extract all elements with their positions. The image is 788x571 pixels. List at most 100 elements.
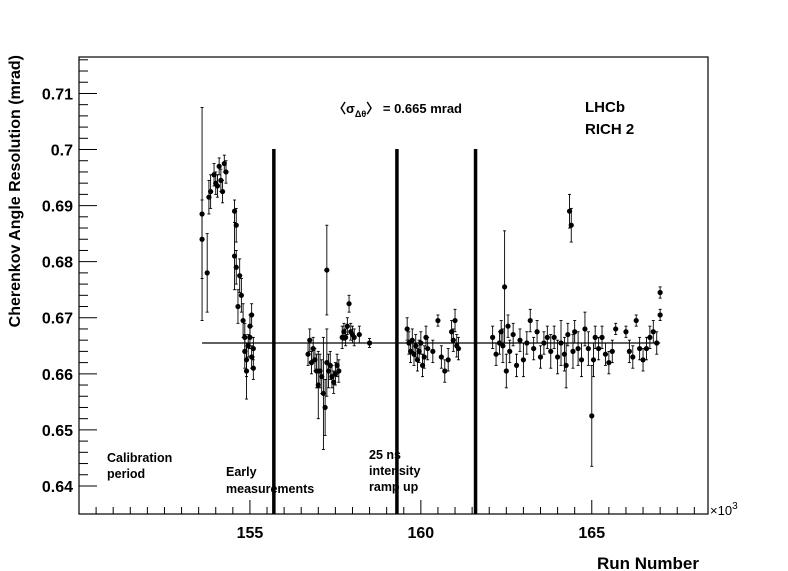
data-point (602, 351, 609, 357)
data-point (548, 348, 554, 354)
data-point (590, 357, 597, 363)
data-point (490, 334, 496, 340)
data-point (654, 340, 660, 346)
data-point (356, 331, 362, 338)
y-tick-label: 0.69 (42, 199, 73, 216)
data-point (650, 329, 656, 335)
y-tick-label: 0.66 (42, 367, 73, 384)
data-point (214, 183, 221, 189)
axes: 0.64 0.65 0.66 0.67 0.68 0.69 0.7 0.71 155 160 165 (42, 56, 709, 542)
y-tick-label: 0.68 (42, 255, 73, 272)
data-point (219, 188, 226, 195)
data-point (551, 334, 557, 340)
data-point (513, 362, 520, 369)
data-point (640, 357, 646, 363)
data-point (366, 340, 373, 346)
data-point (233, 222, 239, 228)
mean-subscript: Δθ (355, 109, 366, 119)
data-point (493, 351, 499, 357)
data-point (216, 163, 222, 169)
data-point (445, 357, 451, 363)
data-point (250, 365, 256, 371)
data-point (623, 329, 629, 335)
data-point (657, 312, 663, 318)
data-point (578, 357, 585, 363)
data-point (413, 343, 419, 349)
data-point (249, 312, 255, 318)
data-point (606, 360, 612, 366)
period1-label-line1: Calibration (107, 451, 172, 465)
period1-label-line2: period (107, 467, 145, 481)
mean-prefix: 〈σ (333, 101, 355, 116)
period3-label-line1: 25 ns (369, 448, 401, 462)
data-point (250, 345, 256, 352)
period3-label-line3: ramp up (369, 480, 419, 494)
data-point (435, 317, 441, 324)
data-point (520, 357, 527, 363)
data-point (570, 348, 576, 354)
y-axis-title: Cherenkov Angle Resolution (mrad) (7, 55, 24, 327)
data-point (346, 301, 352, 307)
mean-annotation: 〈σΔθ〉 = 0.665 mrad (333, 101, 462, 119)
data-point (235, 303, 241, 310)
data-point (568, 222, 574, 228)
period3-label-line2: intensity (369, 464, 420, 478)
data-point (537, 354, 544, 360)
data-point (589, 413, 595, 419)
data-point (208, 188, 214, 195)
experiment-label: LHCb (585, 99, 625, 116)
data-point (630, 354, 636, 360)
data-point (409, 337, 415, 343)
mean-suffix: 〉 = 0.665 mrad (366, 101, 462, 116)
data-point (425, 345, 431, 352)
data-point (582, 326, 588, 332)
data-point (657, 289, 663, 296)
data-point (455, 345, 462, 352)
data-point (565, 331, 571, 338)
data-point (609, 348, 615, 354)
x-multiplier-exponent: 3 (732, 501, 738, 512)
y-tick-label: 0.64 (42, 479, 73, 496)
data-point (510, 331, 516, 338)
data-point (343, 334, 349, 340)
data-point (442, 368, 448, 374)
data-point (199, 236, 205, 242)
data-point (452, 317, 458, 324)
data-point (596, 345, 602, 352)
data-point (351, 334, 357, 340)
data-point (307, 337, 313, 343)
data-point (223, 169, 229, 175)
x-axis-title: Run Number (597, 554, 699, 571)
data-point (613, 326, 619, 332)
data-point (305, 351, 311, 357)
data-point (421, 354, 427, 360)
data-point (563, 362, 569, 369)
x-tick-label: 165 (578, 525, 605, 542)
data-point (502, 284, 508, 290)
data-point (336, 368, 342, 374)
data-point (626, 348, 632, 354)
data-point (524, 340, 530, 346)
x-multiplier-base: ×10 (710, 503, 732, 518)
data-point (517, 337, 523, 343)
data-point (592, 334, 598, 340)
data-point (541, 340, 547, 346)
x-multiplier: ×103 (710, 501, 738, 518)
data-point (237, 273, 243, 279)
x-tick-label: 155 (237, 525, 264, 542)
data-point (430, 348, 436, 354)
y-tick-label: 0.67 (42, 311, 73, 328)
detector-label: RICH 2 (585, 121, 634, 138)
data-point (233, 264, 239, 270)
data-point (450, 337, 456, 343)
data-point (647, 334, 653, 340)
data-point (507, 348, 513, 354)
y-tick-label: 0.71 (42, 86, 73, 103)
data-point (505, 323, 511, 329)
data-point (558, 340, 564, 346)
data-point (575, 345, 581, 352)
data-point (404, 326, 410, 332)
period2-label-line1: Early (226, 465, 257, 479)
data-point (322, 404, 328, 411)
